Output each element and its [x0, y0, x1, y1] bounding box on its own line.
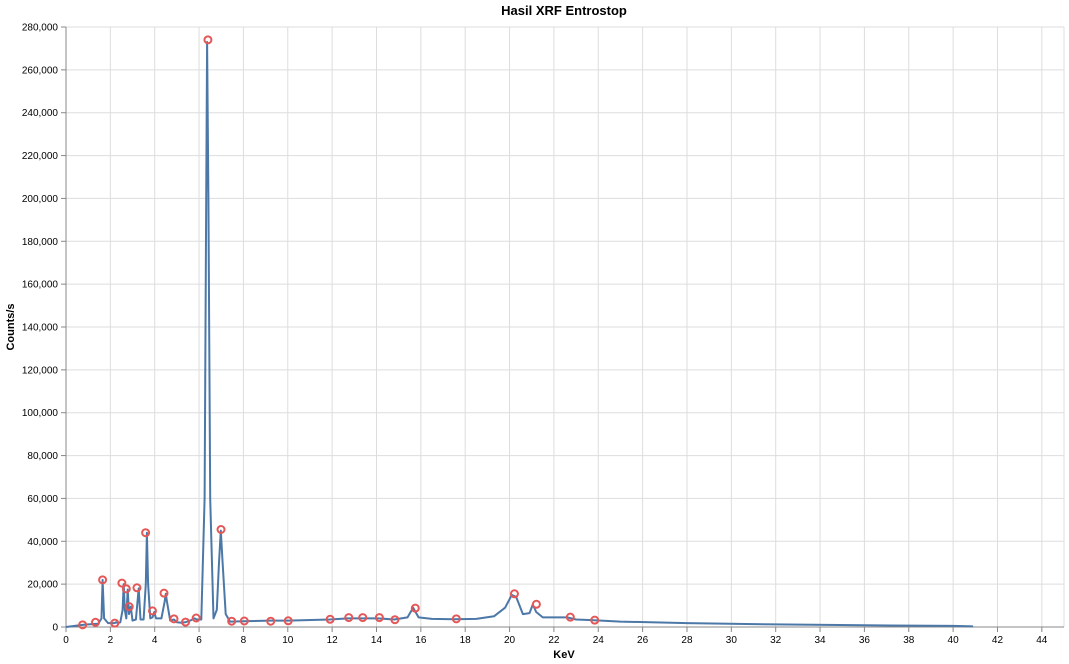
x-tick-label: 16	[415, 635, 427, 646]
axes: 0 2 4 6 8 10 12 14 16 18 20 22 24 26 28 30 32 34 36 38 40 42 4…	[22, 23, 1064, 646]
x-tick-label: 0	[63, 635, 69, 646]
x-tick-label: 36	[859, 635, 871, 646]
y-tick-label: 280,000	[22, 23, 59, 34]
peak-markers	[78, 35, 600, 630]
x-tick-label: 32	[770, 635, 782, 646]
peak-marker	[590, 615, 600, 625]
y-tick-label: 240,000	[22, 108, 59, 119]
gridlines	[65, 26, 1065, 628]
y-tick-label: 200,000	[22, 194, 59, 205]
x-tick-label: 26	[637, 635, 649, 646]
peak-marker	[216, 525, 226, 534]
y-tick-label: 260,000	[22, 65, 59, 76]
x-tick-label: 12	[327, 635, 339, 646]
x-tick-label: 44	[1036, 635, 1048, 646]
peak-marker	[203, 35, 213, 45]
peak-marker	[124, 602, 134, 612]
y-tick-label: 180,000	[22, 237, 59, 248]
x-axis-title: KeV	[553, 649, 575, 661]
chart-title: Hasil XRF Entrostop	[501, 3, 627, 18]
peak-marker	[531, 599, 541, 609]
x-tick-label: 42	[992, 635, 1004, 646]
peak-marker	[325, 614, 335, 624]
x-tick-label: 2	[108, 635, 114, 646]
peak-marker	[509, 589, 519, 599]
y-tick-label: 100,000	[22, 408, 59, 419]
y-tick-label: 140,000	[22, 323, 59, 334]
peak-marker	[117, 578, 127, 588]
peak-marker	[266, 616, 276, 626]
y-tick-label: 60,000	[27, 494, 58, 505]
x-tick-label: 8	[241, 635, 247, 646]
x-tick-label: 18	[460, 635, 472, 646]
series-group	[65, 41, 974, 628]
peak-marker	[98, 575, 108, 585]
x-tick-label: 10	[282, 635, 294, 646]
peak-marker	[90, 617, 100, 627]
y-tick-label: 120,000	[22, 365, 59, 376]
peak-marker	[565, 612, 575, 622]
peak-marker	[451, 614, 461, 624]
x-tick-label: 14	[371, 635, 383, 646]
peak-marker	[390, 615, 400, 625]
y-tick-label: 40,000	[27, 537, 58, 548]
peak-marker	[132, 583, 142, 593]
peak-marker	[239, 616, 249, 626]
peak-marker	[410, 603, 420, 613]
y-tick-label: 0	[52, 623, 58, 634]
x-tick-label: 4	[152, 635, 158, 646]
x-tick-label: 22	[548, 635, 560, 646]
y-tick-label: 220,000	[22, 151, 59, 162]
x-tick-label: 28	[681, 635, 693, 646]
spectrum-line	[65, 41, 974, 628]
peak-marker	[374, 613, 384, 623]
peak-marker	[110, 618, 120, 628]
peak-marker	[169, 614, 179, 624]
x-tick-label: 30	[726, 635, 738, 646]
x-tick-label: 20	[504, 635, 516, 646]
y-axis-title: Counts/s	[5, 303, 17, 350]
peak-marker	[78, 620, 88, 630]
y-tick-label: 160,000	[22, 280, 59, 291]
peak-marker	[227, 616, 237, 626]
y-tick-label: 20,000	[27, 580, 58, 591]
peak-marker	[147, 606, 157, 616]
x-tick-label: 40	[948, 635, 960, 646]
x-tick-label: 38	[903, 635, 915, 646]
peak-marker	[181, 617, 191, 627]
peak-marker	[121, 584, 131, 594]
x-tick-label: 24	[593, 635, 605, 646]
peak-marker	[344, 613, 354, 623]
x-tick-label: 6	[196, 635, 202, 646]
peak-marker	[159, 588, 169, 598]
peak-marker	[358, 613, 368, 623]
peak-marker	[283, 616, 293, 626]
y-tick-label: 80,000	[27, 451, 58, 462]
peak-marker	[141, 528, 151, 538]
x-tick-label: 34	[814, 635, 826, 646]
peak-marker	[191, 613, 201, 623]
